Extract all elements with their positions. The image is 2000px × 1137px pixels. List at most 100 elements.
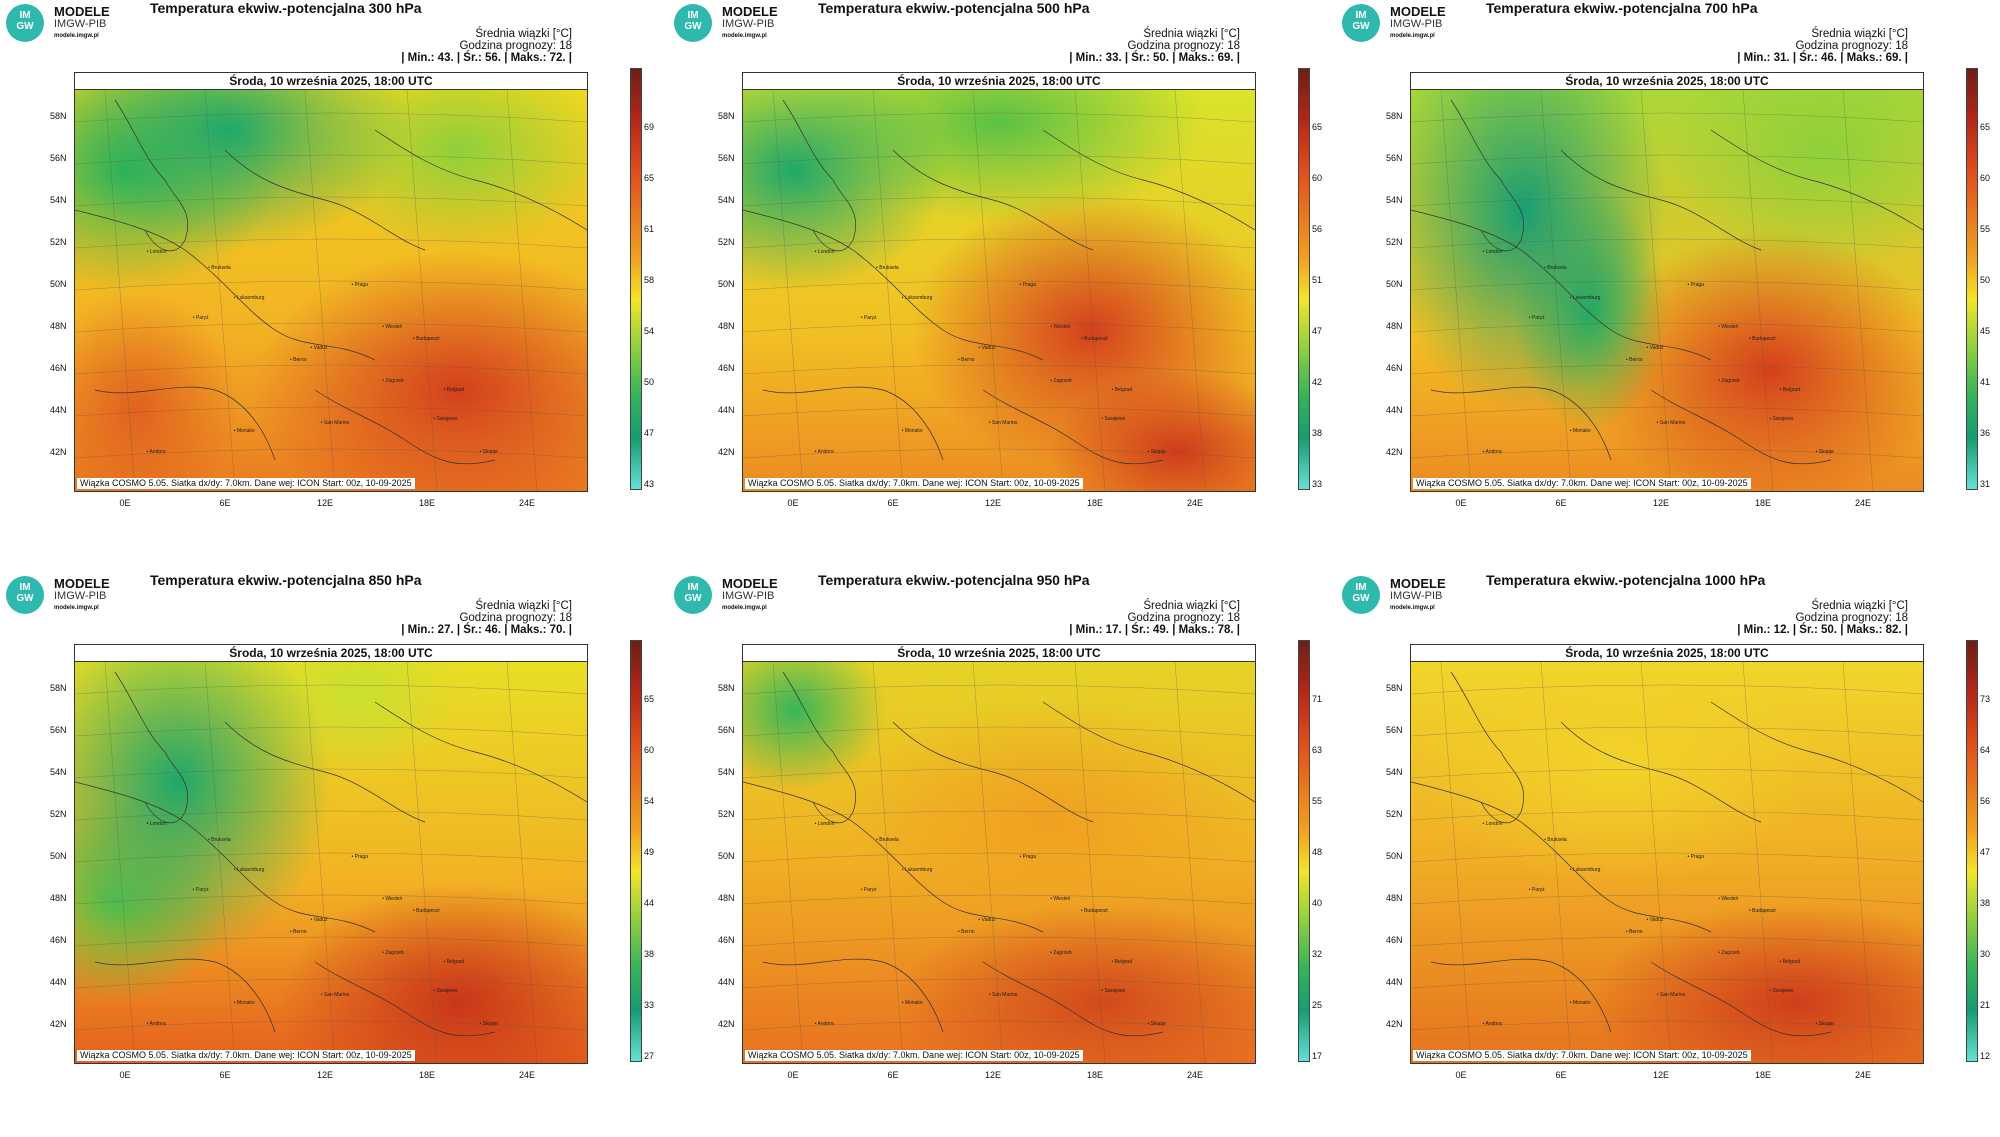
city-label: • Monako: [901, 1000, 923, 1007]
latitude-line: [1411, 112, 1923, 123]
colorbar-label: 48: [1312, 847, 1323, 857]
stats-values: | Min.: 12. | Śr.: 50. | Maks.: 82. |: [1737, 624, 1908, 636]
latitude-label: 44N: [718, 977, 735, 987]
colorbar-label: 71: [1312, 694, 1323, 704]
border-line: [374, 129, 587, 231]
latitude-label: 54N: [1386, 195, 1403, 205]
map-area: Środa, 10 września 2025, 18:00 UTC • Lon…: [1410, 72, 1924, 492]
forecast-hour: Godzina prognozy: 18: [459, 40, 572, 52]
city-label: • Paryż: [1528, 887, 1545, 894]
border-line: [75, 209, 376, 361]
longitude-line: [204, 90, 236, 491]
latitude-line: [1411, 894, 1923, 905]
latitude-line: [75, 364, 587, 375]
logo-top: MODELE: [722, 576, 778, 591]
city-label: • Luksemburg: [1569, 294, 1601, 301]
colorbar-label: 33: [1312, 479, 1323, 489]
longitude-line: [406, 662, 438, 1063]
longitude-line: [304, 90, 336, 491]
latitude-line: [75, 154, 587, 165]
latitude-line: [75, 1020, 587, 1031]
latitude-line: [1411, 1020, 1923, 1031]
longitude-label: 0E: [119, 498, 131, 508]
latitude-label: 56N: [718, 153, 735, 163]
stats-values: | Min.: 33. | Śr.: 50. | Maks.: 69. |: [1069, 52, 1240, 64]
city-label: • Andora: [814, 1021, 834, 1028]
logo-url: modele.imgw.pl: [1390, 605, 1435, 611]
logo-text: MODELE IMGW-PIB modele.imgw.pl: [54, 577, 110, 614]
panel-title: Temperatura ekwiw.-potencjalna 1000 hPa: [1486, 572, 1766, 588]
border-line: [762, 958, 944, 1033]
longitude-line: [204, 662, 236, 1063]
city-label: • Bruksela: [876, 265, 899, 272]
latitude-line: [1411, 978, 1923, 989]
latitude-line: [743, 726, 1255, 737]
border-line: [374, 701, 587, 803]
longitude-label: 12E: [316, 1070, 333, 1080]
latitude-line: [1411, 810, 1923, 821]
map-panel: IM GW MODELE IMGW-PIB modele.imgw.pl Temp…: [668, 0, 1336, 560]
city-label: • Vaduz: [1646, 916, 1664, 923]
city-label: • Sarajewo: [1101, 415, 1126, 422]
latitude-label: 54N: [50, 767, 67, 777]
colorbar-label: 45: [1980, 326, 1991, 336]
colorbar-label: 12: [1980, 1051, 1991, 1061]
latitude-line: [1411, 364, 1923, 375]
city-label: • Luksemburg: [901, 294, 933, 301]
longitude-line: [1440, 662, 1472, 1063]
map-panel: IM GW MODELE IMGW-PIB modele.imgw.pl Temp…: [1336, 572, 2000, 1132]
latitude-label: 52N: [1386, 809, 1403, 819]
latitude-line: [75, 406, 587, 417]
latitude-line: [743, 852, 1255, 863]
logo-text: MODELE IMGW-PIB modele.imgw.pl: [1390, 577, 1446, 614]
longitude-line: [1074, 662, 1106, 1063]
latitude-line: [75, 810, 587, 821]
city-label: • Andora: [814, 449, 834, 456]
latitude-label: 56N: [1386, 725, 1403, 735]
city-label: • Skopje: [1815, 1021, 1834, 1028]
colorbar-label: 44: [644, 898, 655, 908]
city-label: • Paryż: [860, 315, 877, 322]
longitude-label: 18E: [1754, 1070, 1771, 1080]
forecast-hour: Godzina prognozy: 18: [1795, 40, 1908, 52]
latitude-line: [75, 322, 587, 333]
latitude-line: [743, 406, 1255, 417]
longitude-label: 18E: [1086, 498, 1103, 508]
longitude-label: 6E: [1555, 498, 1567, 508]
colorbar-label: 50: [1980, 275, 1991, 285]
colorbar-label: 25: [1312, 1000, 1323, 1010]
latitude-label: 52N: [718, 809, 735, 819]
longitude-line: [304, 662, 336, 1063]
longitude-line: [1842, 90, 1874, 491]
temperature-field: [1411, 90, 1923, 491]
latitude-label: 58N: [718, 683, 735, 693]
city-label: • San Marino: [320, 419, 350, 426]
city-label: • Wiedeń: [1050, 323, 1071, 330]
colorbar-label: 33: [644, 1000, 655, 1010]
longitude-label: 12E: [316, 498, 333, 508]
latitude-label: 58N: [1386, 683, 1403, 693]
stats-block: Średnia wiązki [°C] Godzina prognozy: 18…: [401, 28, 572, 64]
map-footer: Wiązka COSMO 5.05. Siatka dx/dy: 7.0km. …: [1413, 478, 1751, 489]
city-label: • Berno: [958, 929, 975, 936]
colorbar-label: 38: [1980, 898, 1991, 908]
latitude-line: [743, 238, 1255, 249]
border-line: [114, 671, 189, 824]
colorbar-label: 61: [644, 224, 655, 234]
longitude-label: 0E: [1455, 498, 1467, 508]
longitude-label: 12E: [1652, 498, 1669, 508]
latitude-label: 56N: [50, 153, 67, 163]
longitude-line: [1074, 90, 1106, 491]
latitude-line: [743, 768, 1255, 779]
latitude-label: 54N: [718, 195, 735, 205]
city-label: • Sarajewo: [433, 415, 458, 422]
colorbar-label: 47: [1980, 847, 1991, 857]
latitude-line: [1411, 852, 1923, 863]
latitude-line: [743, 894, 1255, 905]
longitude-label: 18E: [418, 1070, 435, 1080]
border-line: [762, 386, 944, 461]
map-footer: Wiązka COSMO 5.05. Siatka dx/dy: 7.0km. …: [1413, 1050, 1751, 1061]
city-label: • Wiedeń: [1050, 895, 1071, 902]
latitude-line: [75, 936, 587, 947]
imgw-logo: IM GW MODELE IMGW-PIB modele.imgw.pl: [674, 4, 814, 44]
